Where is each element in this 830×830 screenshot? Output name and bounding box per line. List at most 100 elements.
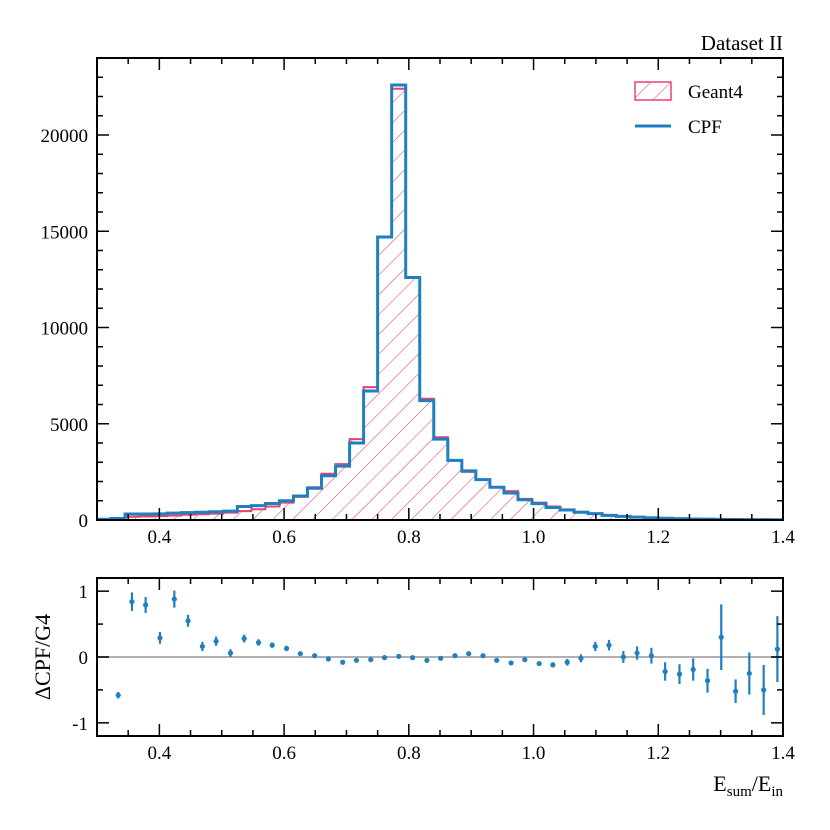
- ratio-point: [592, 641, 598, 652]
- ratio-point: [452, 653, 458, 659]
- ratio-marker: [774, 646, 780, 652]
- ratio-point: [227, 649, 234, 657]
- ratio-marker: [241, 635, 247, 642]
- x-tick-label: 0.4: [147, 527, 171, 548]
- ratio-marker: [522, 657, 528, 663]
- ratio-point: [704, 668, 711, 693]
- x-tick-label: 0.8: [397, 743, 421, 764]
- ratio-marker: [409, 655, 416, 661]
- legend: Geant4 CPF: [634, 81, 743, 138]
- ratio-frame: [96, 577, 784, 737]
- ratio-marker: [634, 650, 640, 656]
- ratio-marker: [325, 656, 331, 662]
- histogram-y-tick-labels: 0 5000 10000 15000 20000: [41, 126, 89, 532]
- x-axis-label: Esum/Ein: [713, 771, 783, 800]
- ratio-point: [438, 655, 444, 661]
- ratio-point: [396, 653, 402, 659]
- ratio-marker: [157, 635, 163, 641]
- ratio-marker: [564, 659, 570, 665]
- x-axis-label-div: /E: [752, 771, 772, 796]
- ratio-marker: [746, 670, 752, 677]
- ratio-point: [297, 651, 303, 657]
- histogram-plot-area: [97, 83, 783, 520]
- ratio-marker: [185, 618, 191, 624]
- ratio-point: [312, 653, 318, 659]
- y-tick-label: 0: [79, 511, 89, 532]
- y-tick-label: 10000: [41, 319, 89, 340]
- ratio-point: [424, 657, 430, 663]
- ratio-point: [718, 604, 724, 671]
- ratio-marker: [381, 655, 388, 661]
- ratio-marker: [424, 657, 430, 663]
- ratio-point: [494, 657, 500, 663]
- ratio-point: [522, 657, 528, 663]
- ratio-point: [171, 590, 177, 608]
- x-tick-label: 0.6: [272, 527, 296, 548]
- ratio-marker: [508, 660, 514, 666]
- ratio-point: [606, 639, 612, 651]
- legend-item-geant4: Geant4: [634, 81, 743, 103]
- legend-label-cpf: CPF: [688, 117, 722, 138]
- cpf-histogram-line: [97, 83, 783, 520]
- y-tick-label: 1: [79, 582, 89, 603]
- ratio-point: [157, 631, 163, 644]
- x-tick-label: 0.8: [397, 527, 421, 548]
- ratio-point: [381, 655, 388, 661]
- ratio-point: [143, 597, 149, 613]
- ratio-marker: [690, 666, 696, 673]
- ratio-point: [185, 614, 191, 627]
- ratio-axis-ticks: [96, 578, 784, 736]
- ratio-marker: [648, 653, 655, 659]
- ratio-point: [199, 641, 205, 652]
- ratio-point: [761, 664, 767, 715]
- ratio-point: [550, 662, 556, 668]
- ratio-marker: [620, 654, 626, 660]
- ratio-point: [676, 664, 683, 684]
- y-tick-label: 15000: [41, 222, 89, 243]
- ratio-y-tick-labels: -1 0 1: [72, 582, 88, 735]
- ratio-marker: [199, 643, 205, 650]
- ratio-point: [129, 592, 135, 611]
- ratio-point: [508, 660, 514, 666]
- histogram-frame: [96, 57, 784, 521]
- ratio-marker: [536, 660, 542, 667]
- ratio-point: [564, 658, 570, 666]
- ratio-marker: [704, 678, 711, 684]
- ratio-marker: [733, 688, 739, 694]
- ratio-marker: [550, 662, 556, 668]
- ratio-marker: [718, 634, 724, 640]
- histogram-x-tick-labels: 0.4 0.6 0.8 1.0 1.2 1.4: [147, 527, 795, 548]
- geant4-histogram-fill: [97, 88, 783, 520]
- ratio-marker: [662, 668, 668, 675]
- x-tick-label: 1.4: [771, 527, 795, 548]
- legend-item-cpf: CPF: [635, 117, 722, 138]
- x-axis-label-sub-sum: sum: [727, 784, 752, 800]
- ratio-point: [774, 616, 780, 683]
- ratio-point: [634, 646, 640, 660]
- ratio-point: [241, 634, 247, 643]
- x-tick-label: 1.2: [646, 743, 670, 764]
- ratio-point: [746, 652, 752, 695]
- ratio-marker: [606, 642, 612, 648]
- y-tick-label: 20000: [41, 126, 89, 147]
- ratio-marker: [353, 657, 360, 663]
- ratio-y-axis-label: ΔCPF/G4: [30, 614, 55, 700]
- ratio-marker: [396, 653, 402, 659]
- ratio-point: [255, 639, 262, 646]
- ratio-marker: [297, 651, 303, 657]
- legend-label-geant4: Geant4: [688, 82, 743, 103]
- chart-title: Dataset II: [701, 31, 783, 55]
- ratio-marker: [761, 687, 767, 693]
- x-tick-label: 1.2: [646, 527, 670, 548]
- ratio-point: [620, 651, 626, 663]
- ratio-point: [466, 651, 472, 657]
- ratio-marker: [480, 653, 486, 659]
- x-tick-label: 1.0: [522, 743, 546, 764]
- ratio-point: [340, 659, 346, 665]
- ratio-marker: [269, 642, 275, 648]
- ratio-point: [690, 658, 696, 681]
- ratio-point: [213, 636, 219, 646]
- ratio-plot-area: [115, 590, 780, 715]
- ratio-marker: [578, 655, 584, 661]
